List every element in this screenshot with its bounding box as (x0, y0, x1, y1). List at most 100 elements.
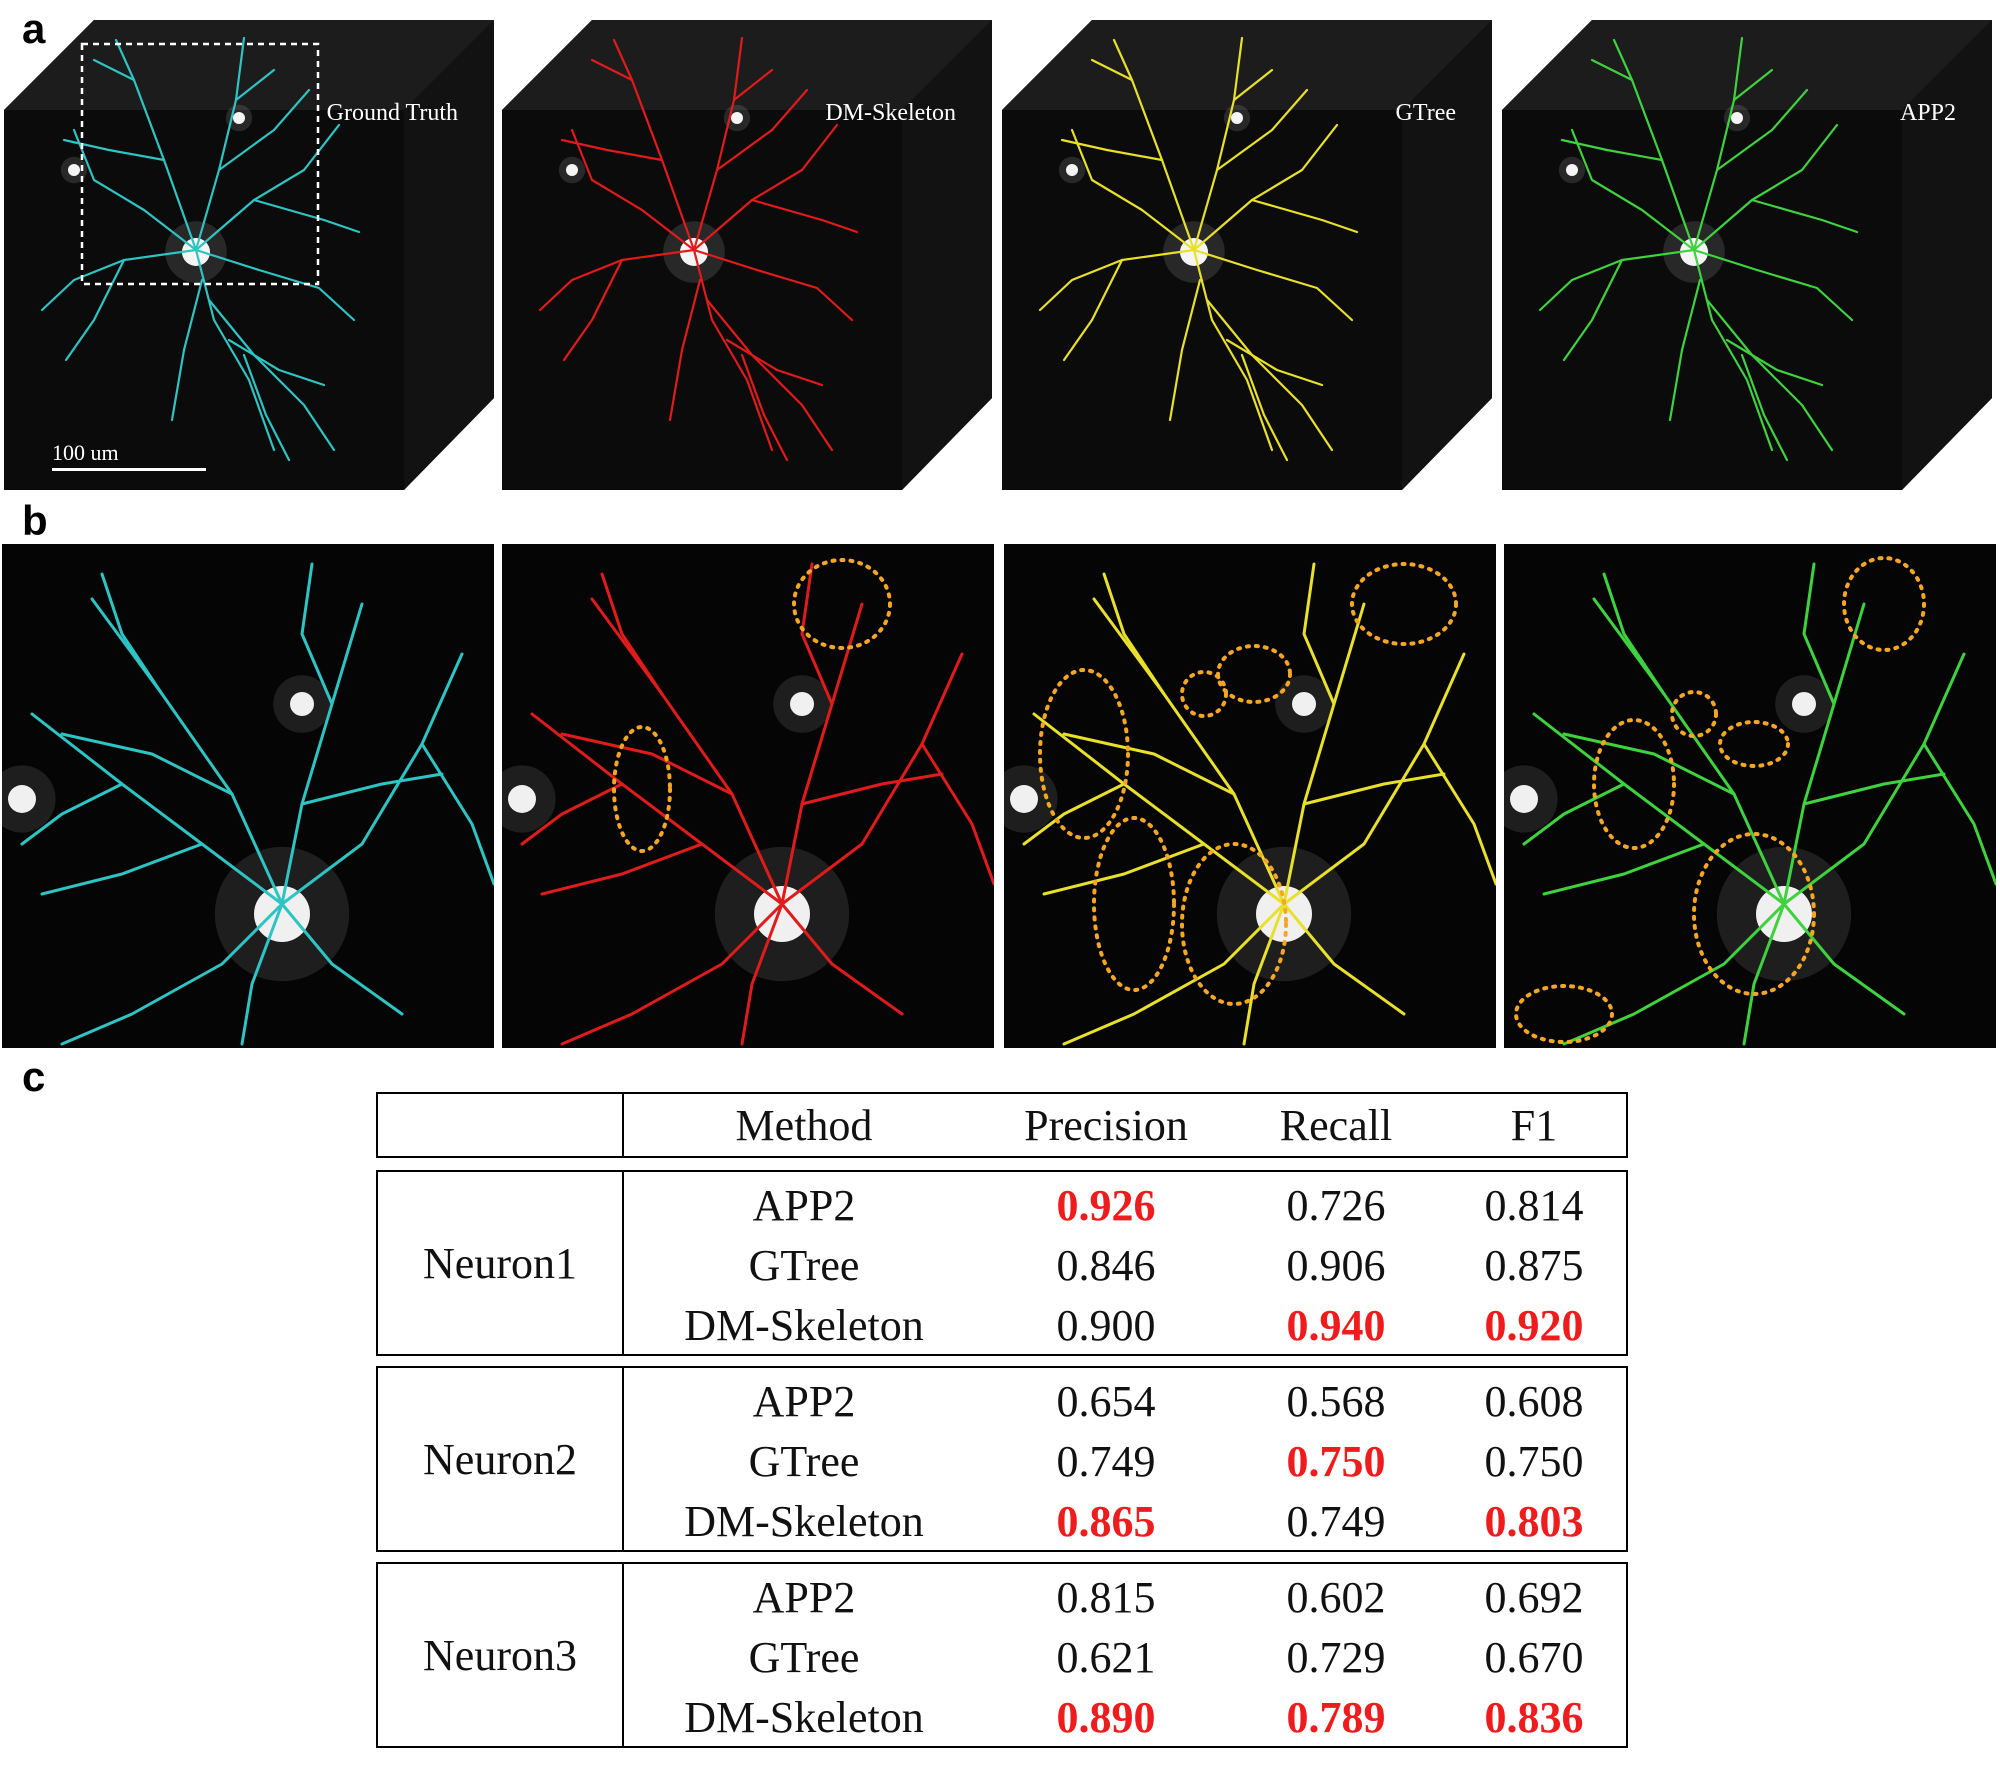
dendrite-trace (1062, 902, 1286, 1046)
zoom-dm-skeleton (502, 544, 994, 1048)
soma-glow (1510, 785, 1538, 813)
soma-glow (1256, 886, 1312, 942)
dendrite-trace (100, 572, 164, 696)
dendrite-trace (60, 732, 234, 796)
dendrite-trace (780, 602, 864, 906)
soma-glow (1292, 692, 1316, 716)
dendrite-trace (1570, 128, 1696, 252)
dendrite-trace (1692, 248, 1854, 322)
error-highlight-loop (1038, 668, 1130, 840)
dendrite-trace (242, 353, 291, 462)
zoom-render (502, 558, 994, 1046)
dendrite-trace (1022, 782, 1126, 846)
f1-cell: 0.670 (1484, 1633, 1584, 1682)
precision-cell: 0.846 (1056, 1241, 1156, 1290)
dendrite-trace (1802, 562, 1836, 706)
error-highlight-loop (1718, 720, 1790, 768)
recall-cell: 0.749 (1286, 1497, 1386, 1546)
cube-render (1502, 20, 1992, 490)
error-highlight-loop (612, 725, 672, 853)
cube-app2: APP2 (1502, 20, 1992, 512)
f1-cell: 0.608 (1484, 1377, 1584, 1426)
dendrite-trace (692, 248, 774, 452)
dendrite-trace (715, 88, 809, 172)
f1-cell: 0.750 (1484, 1437, 1584, 1486)
cube-side-face (1902, 20, 1992, 490)
dendrite-trace (1562, 732, 1736, 796)
zoom-app2 (1504, 544, 1996, 1048)
error-highlight-loop (1592, 718, 1676, 850)
dendrite-trace (705, 298, 834, 452)
cube-top-face (1002, 20, 1492, 110)
dendrite-trace (252, 198, 361, 234)
dendrite-trace (240, 902, 284, 1046)
method-cell: APP2 (752, 1181, 856, 1230)
dendrite-trace (1242, 902, 1286, 1046)
dendrite-trace (740, 353, 789, 462)
dendrite-trace (560, 732, 734, 796)
zoom-region-box (80, 42, 320, 286)
dendrite-trace (920, 742, 994, 886)
soma-glow (1231, 112, 1243, 124)
dendrite-trace (207, 298, 336, 452)
cube-render (502, 20, 992, 490)
dendrite-trace (40, 248, 198, 312)
error-highlight-loop (1692, 832, 1816, 996)
dendrite-trace (590, 597, 784, 906)
cube-label: APP2 (1899, 100, 1956, 126)
dendrite-trace (1922, 742, 1996, 886)
dendrite-trace (520, 782, 624, 846)
dendrite-trace (194, 123, 341, 252)
dendrite-trace (1562, 902, 1786, 1046)
precision-cell: 0.890 (1056, 1693, 1156, 1742)
dendrite-trace (1422, 742, 1496, 886)
dendrite-trace (692, 36, 744, 252)
dendrite-trace (1715, 88, 1809, 172)
dendrite-trace (1562, 258, 1624, 362)
dendrite-trace (590, 58, 634, 82)
dendrite-trace (800, 772, 944, 806)
panel-b-letter: b (22, 497, 48, 544)
dendrite-trace (1750, 198, 1859, 234)
soma-glow (290, 692, 314, 716)
dendrite-trace (20, 782, 124, 846)
dendrite-trace (1112, 38, 1196, 252)
f1-cell: 0.875 (1484, 1241, 1584, 1290)
dendrite-trace (732, 68, 774, 102)
zoom-render (2, 562, 494, 1046)
zoom-scale-bar-label: 50 um (50, 1492, 111, 1518)
zoom-gtree (1004, 544, 1496, 1048)
dendrite-trace (1522, 782, 1626, 846)
dendrite-trace (30, 712, 284, 906)
cube-side-face (404, 20, 494, 490)
recall-cell: 0.729 (1286, 1633, 1386, 1682)
neuron-label: Neuron1 (423, 1239, 577, 1288)
cube-render (4, 20, 494, 490)
dendrite-trace (1692, 123, 1839, 252)
dendrite-trace (72, 128, 198, 252)
recall-cell: 0.750 (1286, 1437, 1386, 1486)
dendrite-trace (114, 38, 198, 252)
dendrite-trace (530, 712, 784, 906)
dendrite-trace (1102, 572, 1166, 696)
error-highlight-loop (1350, 562, 1458, 646)
dendrite-trace (1592, 597, 1786, 906)
column-header: Recall (1279, 1101, 1393, 1150)
column-header: Precision (1024, 1101, 1188, 1150)
precision-cell: 0.621 (1056, 1633, 1156, 1682)
dendrite-trace (300, 562, 334, 706)
soma-glow (68, 164, 80, 176)
method-cell: DM-Skeleton (684, 1301, 924, 1350)
recall-cell: 0.940 (1286, 1301, 1386, 1350)
dendrite-trace (1062, 732, 1236, 796)
dendrite-trace (1032, 712, 1286, 906)
cube-side-face (902, 20, 992, 490)
dendrite-trace (750, 198, 859, 234)
cube-top-face (502, 20, 992, 110)
method-cell: GTree (748, 1633, 860, 1682)
dendrite-trace (1542, 842, 1706, 896)
recall-cell: 0.726 (1286, 1181, 1386, 1230)
dendrite-trace (1612, 38, 1696, 252)
neuron-label: Neuron3 (423, 1631, 577, 1680)
